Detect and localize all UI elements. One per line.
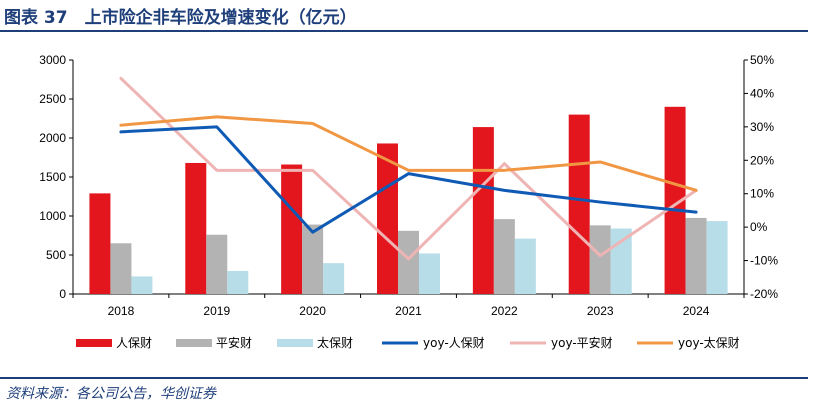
x-axis-tick-label: 2018 [108,304,135,318]
bar [110,243,132,294]
bar [472,127,494,294]
bar [685,217,707,294]
legend-label: 太保财 [317,335,353,350]
x-axis-tick-label: 2024 [683,304,710,318]
bar [131,276,153,294]
chart-title: 图表 37 上市险企非车险及增速变化（亿元） [4,8,357,28]
x-axis-tick-label: 2022 [491,304,518,318]
bar [89,193,111,294]
left-axis-tick-label: 1000 [39,209,66,223]
bar [493,219,515,294]
right-axis-tick-label: -20% [750,287,778,301]
right-axis-tick-label: 50% [750,53,774,67]
left-axis-tick-label: 500 [46,248,66,262]
left-axis-tick-label: 1500 [39,170,66,184]
right-axis-tick-label: 20% [750,153,774,167]
legend-swatch [76,339,112,347]
right-axis-tick-label: -10% [750,254,778,268]
bar [568,114,590,294]
bar [185,162,207,294]
legend-label: 平安财 [216,335,252,350]
bar [610,228,632,294]
bar [377,143,398,294]
legend-label: 人保财 [116,336,152,350]
x-axis-tick-label: 2020 [299,304,326,318]
x-axis-tick-label: 2021 [395,304,422,318]
left-axis-tick-label: 2500 [39,92,66,106]
bar [419,253,440,294]
legend-label: yoy-太保财 [678,335,740,350]
legend-label: yoy-人保财 [423,336,485,350]
bar [281,164,303,294]
legend-swatch [176,339,212,347]
right-axis-tick-label: 40% [750,86,774,100]
right-axis-tick-label: 0% [750,220,768,234]
bar [398,230,419,294]
bar [302,224,324,294]
title-rule [0,30,808,32]
source-note: 资料来源：各公司公告，华创证券 [6,386,216,402]
bar [514,238,536,294]
bar [706,221,728,294]
series-line [119,125,698,234]
series-line [119,115,698,192]
series-line [119,76,698,261]
x-axis-tick-label: 2019 [203,304,230,318]
right-axis-tick-label: 10% [750,187,774,201]
bar [589,225,611,294]
left-axis-tick-label: 2000 [39,131,66,145]
left-axis-tick-label: 0 [59,287,66,301]
footer-rule [0,377,808,379]
right-axis-tick-label: 30% [750,120,774,134]
bar [664,106,686,294]
bar [206,234,228,294]
x-axis-tick-label: 2023 [587,304,614,318]
legend-swatch [277,339,313,347]
bar [323,263,345,294]
left-axis-tick-label: 3000 [39,53,66,67]
legend-label: yoy-平安财 [551,335,613,350]
bar [227,270,249,294]
